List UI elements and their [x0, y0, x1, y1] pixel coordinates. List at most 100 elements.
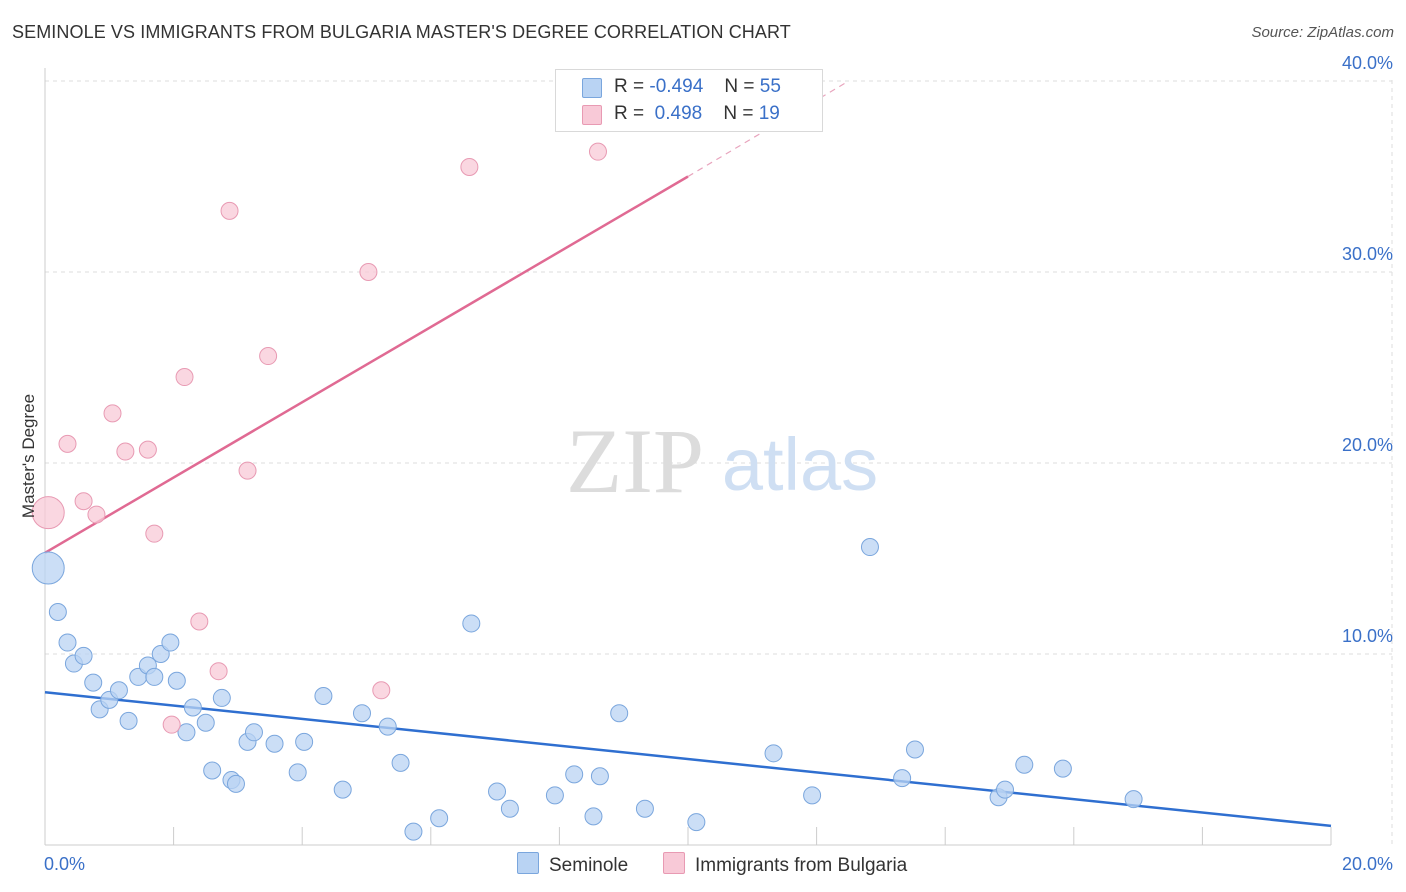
y-tick-label: 20.0% [1342, 435, 1393, 455]
seminole-point [545, 786, 564, 805]
seminole-point [404, 822, 423, 841]
bulgaria-point [372, 681, 391, 700]
x-tick-label: 20.0% [1342, 854, 1393, 874]
bulgaria-point [138, 440, 157, 459]
bulgaria-point [74, 492, 93, 511]
seminole-point [803, 786, 822, 805]
legend-n-label: N = [723, 103, 754, 124]
bulgaria-point [31, 496, 65, 530]
seminole-point [391, 753, 410, 772]
axes [44, 68, 1332, 846]
bulgaria-point [209, 662, 228, 681]
seminole-point [74, 646, 93, 665]
seminole-point [109, 681, 128, 700]
bulgaria-point [58, 434, 77, 453]
watermark: ZIP atlas [566, 410, 878, 512]
seminole-point [352, 704, 371, 723]
seminole-point [333, 780, 352, 799]
seminole-point [860, 538, 879, 557]
y-axis-label: Master's Degree [19, 394, 38, 518]
x-tick-label: 0.0% [44, 854, 85, 874]
seminole-point [119, 711, 138, 730]
legend-n-label: N = [724, 76, 755, 97]
tick-labels: 10.0% 20.0% 30.0% 40.0% 0.0% 20.0% [44, 53, 1393, 874]
bottom-legend-seminole: Seminole [517, 852, 628, 877]
seminole-point [565, 765, 584, 784]
seminole-point [212, 688, 231, 707]
seminole-point [58, 633, 77, 652]
seminole-point [167, 671, 186, 690]
source-label: Source: ZipAtlas.com [1251, 24, 1394, 41]
bulgaria-point [103, 404, 122, 423]
seminole-point [145, 667, 164, 686]
bulgaria-point [116, 442, 135, 461]
legend-n-value: 19 [758, 103, 780, 124]
bulgaria-point [238, 461, 257, 480]
seminole-point [893, 769, 912, 788]
bulgaria-trend-line [44, 175, 689, 554]
legend-r-label: R = [614, 76, 645, 97]
seminole-point [764, 744, 783, 763]
seminole-point [378, 717, 397, 736]
bulgaria-point [175, 368, 194, 387]
seminole-point [183, 698, 202, 717]
bulgaria-point [259, 347, 278, 366]
seminole-point [430, 809, 449, 828]
seminole-point [590, 767, 609, 786]
chart-title: SEMINOLE VS IMMIGRANTS FROM BULGARIA MAS… [12, 22, 791, 42]
seminole-point [635, 799, 654, 818]
legend-r-label: R = [614, 103, 645, 124]
seminole-point [226, 774, 245, 793]
watermark-zip: ZIP [566, 410, 704, 512]
seminole-point [203, 761, 222, 780]
legend-swatch-seminole [582, 78, 602, 98]
seminole-point [84, 673, 103, 692]
bottom-legend-swatch-bulgaria [663, 852, 685, 874]
y-tick-label: 10.0% [1342, 626, 1393, 646]
bulgaria-point [162, 715, 181, 734]
seminole-point [584, 807, 603, 826]
seminole-point [1124, 790, 1143, 809]
watermark-atlas: atlas [722, 423, 878, 506]
seminole-point [488, 782, 507, 801]
data-points [31, 142, 1143, 841]
legend-r-value: -0.494 [649, 76, 704, 97]
bulgaria-point [190, 612, 209, 631]
seminole-point [31, 551, 65, 585]
seminole-point [610, 704, 629, 723]
bulgaria-point [460, 157, 479, 176]
seminole-point [265, 734, 284, 753]
stats-legend: R = -0.494 N = 55 R = 0.498 N = 19 [555, 69, 823, 132]
bottom-legend-label-bulgaria: Immigrants from Bulgaria [695, 855, 908, 876]
seminole-point [687, 813, 706, 832]
seminole-point [1053, 759, 1072, 778]
seminole-point [462, 614, 481, 633]
legend-n-value: 55 [759, 76, 781, 97]
bulgaria-point [588, 142, 607, 161]
bottom-legend-bulgaria: Immigrants from Bulgaria [663, 852, 907, 877]
seminole-point [905, 740, 924, 759]
seminole-point [244, 723, 263, 742]
seminole-trend-line [44, 690, 1332, 828]
grid-lines [45, 80, 1393, 845]
bottom-legend-swatch-seminole [517, 852, 539, 874]
y-tick-label: 30.0% [1342, 244, 1393, 264]
bottom-legend-label-seminole: Seminole [549, 855, 629, 876]
seminole-point [288, 763, 307, 782]
seminole-point [161, 633, 180, 652]
bulgaria-point [145, 524, 164, 543]
seminole-point [314, 687, 333, 706]
legend-swatch-bulgaria [582, 105, 602, 125]
bulgaria-point [220, 201, 239, 220]
seminole-point [500, 799, 519, 818]
seminole-point [48, 602, 67, 621]
bulgaria-point [359, 263, 378, 281]
y-tick-label: 40.0% [1342, 53, 1393, 73]
seminole-point [151, 645, 170, 663]
seminole-point [1015, 755, 1034, 774]
legend-r-value: 0.498 [649, 103, 703, 124]
seminole-point [995, 780, 1014, 799]
seminole-point [196, 713, 215, 732]
seminole-point [295, 732, 314, 751]
